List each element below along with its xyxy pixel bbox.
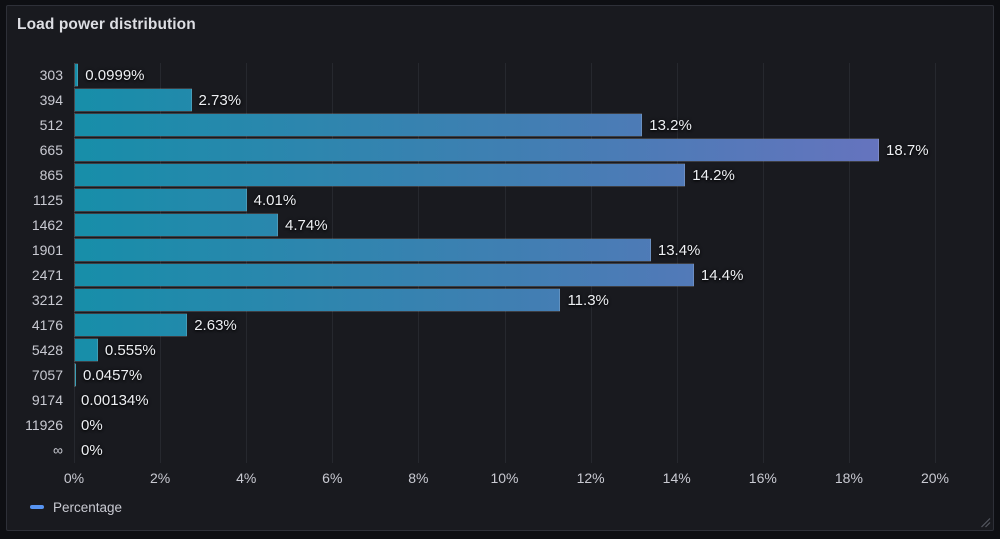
bar-row: 2.63% <box>74 313 977 338</box>
bar-value-label: 0.555% <box>104 342 156 359</box>
bar-row: 0.00134% <box>74 388 977 413</box>
bar-row: 0% <box>74 438 977 463</box>
bar-value-label: 0% <box>81 442 103 459</box>
panel-title: Load power distribution <box>17 16 196 33</box>
x-axis-tick-label: 4% <box>236 470 257 486</box>
y-axis-category-label: 1901 <box>31 242 63 258</box>
x-axis-tick-label: 20% <box>920 470 950 486</box>
bar-row: 14.4% <box>74 263 977 288</box>
y-axis-labels: 303 394 512 665 865 1125 1462 1901 2471 3212 4176 5… <box>11 63 63 463</box>
bar-value-label: 14.4% <box>700 267 744 284</box>
bar-row: 4.01% <box>74 188 977 213</box>
bar-row: 0.555% <box>74 338 977 363</box>
y-axis-category-label: 394 <box>39 92 63 108</box>
bar[interactable] <box>74 188 247 212</box>
bar-value-label: 2.73% <box>198 92 242 109</box>
y-axis-category-label: 3212 <box>31 292 63 308</box>
bar[interactable] <box>74 163 686 187</box>
bar-value-label: 14.2% <box>692 167 735 184</box>
bar-value-label: 0.00134% <box>81 392 149 409</box>
x-axis-tick-label: 6% <box>322 470 343 486</box>
bar[interactable] <box>74 338 98 362</box>
panel-header[interactable]: Load power distribution <box>7 6 993 44</box>
bar-value-label: 2.63% <box>194 317 237 334</box>
bar[interactable] <box>74 88 192 112</box>
y-axis-category-label: 665 <box>39 142 63 158</box>
bars-area: 0.0999% 2.73% 13.2% 18.7% 14.2% 4.01% 4.74% 13.… <box>74 63 977 463</box>
y-axis-category-label: 5428 <box>31 342 63 358</box>
bar-value-label: 13.4% <box>657 242 701 259</box>
bar[interactable] <box>74 238 651 262</box>
legend: Percentage <box>30 498 122 516</box>
bar-row: 2.73% <box>74 88 977 113</box>
bar[interactable] <box>74 263 694 287</box>
x-axis-tick-labels: 0% 2% 4% 6% 8% 10% 12% 14% 16% 18% 20% <box>64 470 977 488</box>
bar-value-label: 0.0999% <box>85 67 145 84</box>
x-axis-tick-label: 0% <box>63 470 85 486</box>
y-axis-category-label: 11926 <box>25 417 63 433</box>
bar-value-label: 4.74% <box>285 217 328 234</box>
bar-row: 13.2% <box>74 113 977 138</box>
bar[interactable] <box>74 363 76 387</box>
bar[interactable] <box>74 313 188 337</box>
bar-row: 0.0999% <box>74 63 977 88</box>
x-axis-tick-label: 10% <box>490 470 519 486</box>
bar-row: 14.2% <box>74 163 977 188</box>
y-axis-category-label: 4176 <box>31 317 63 333</box>
bar[interactable] <box>74 138 880 162</box>
y-axis-category-label: 865 <box>39 167 63 183</box>
panel-resize-handle-icon[interactable] <box>979 516 991 528</box>
bar[interactable] <box>74 213 279 237</box>
grid-line <box>935 63 936 463</box>
x-axis-tick-label: 2% <box>149 470 171 486</box>
grid-line <box>762 63 764 463</box>
legend-series-marker-icon <box>30 505 44 509</box>
y-axis-category-label: ∞ <box>53 442 63 458</box>
bar-row: 0.0457% <box>74 363 977 388</box>
y-axis-category-label: 303 <box>39 67 63 83</box>
bar-value-label: 4.01% <box>253 192 297 209</box>
bar-row: 4.74% <box>74 213 977 238</box>
bar-value-label: 13.2% <box>649 117 692 134</box>
bar-value-label: 18.7% <box>886 142 929 159</box>
bar-chart: 303 394 512 665 865 1125 1462 1901 2471 3212 4176 5… <box>25 63 977 493</box>
bar-value-label: 0.0457% <box>82 367 143 384</box>
bar-value-label: 11.3% <box>567 292 609 309</box>
x-axis-tick-label: 14% <box>662 470 691 486</box>
bar[interactable] <box>74 63 79 87</box>
x-axis-tick-label: 8% <box>408 470 429 486</box>
bar-value-label: 0% <box>81 417 103 434</box>
y-axis-category-label: 7057 <box>31 367 63 383</box>
bar[interactable] <box>74 288 561 312</box>
x-axis-tick-label: 12% <box>576 470 605 486</box>
x-axis-tick-label: 16% <box>748 470 777 486</box>
grid-line <box>848 63 850 463</box>
y-axis-category-label: 9174 <box>31 392 63 408</box>
chart-panel: Load power distribution 303 394 512 665 865 1… <box>6 5 994 531</box>
bar-row: 0% <box>74 413 977 438</box>
y-axis-category-label: 1125 <box>32 192 63 208</box>
bar-row: 18.7% <box>74 138 977 163</box>
y-axis-category-label: 512 <box>39 117 63 133</box>
y-axis-category-label: 2471 <box>31 267 63 283</box>
y-axis-category-label: 1462 <box>31 217 63 233</box>
bar[interactable] <box>74 113 643 137</box>
bar-row: 13.4% <box>74 238 977 263</box>
x-axis-tick-label: 18% <box>834 470 863 486</box>
legend-series-label[interactable]: Percentage <box>53 499 123 515</box>
bar-row: 11.3% <box>74 288 977 313</box>
